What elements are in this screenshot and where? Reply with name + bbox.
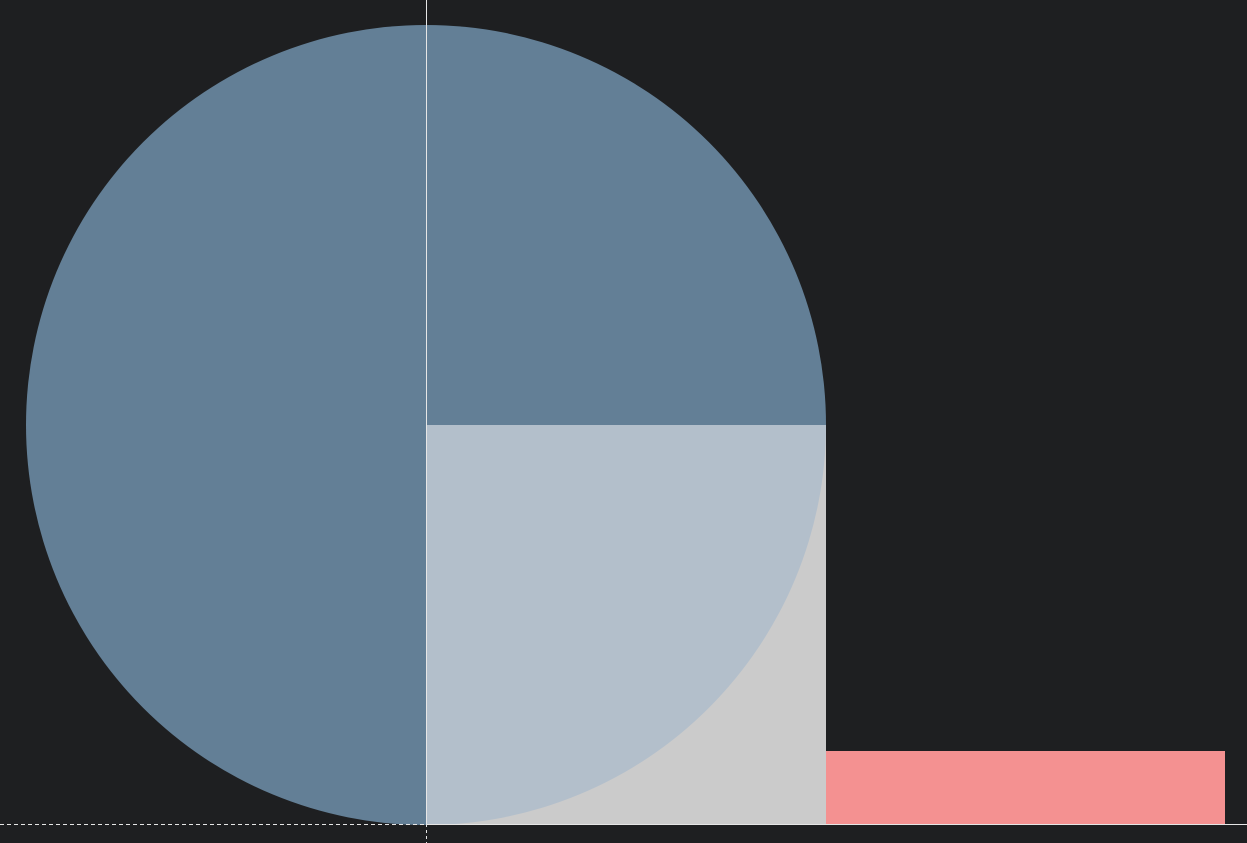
circle-top-right-quarter <box>426 25 826 425</box>
circle-left-half <box>26 25 426 825</box>
circle-bottom-right-quarter <box>426 425 826 825</box>
pink-bar <box>826 751 1225 824</box>
